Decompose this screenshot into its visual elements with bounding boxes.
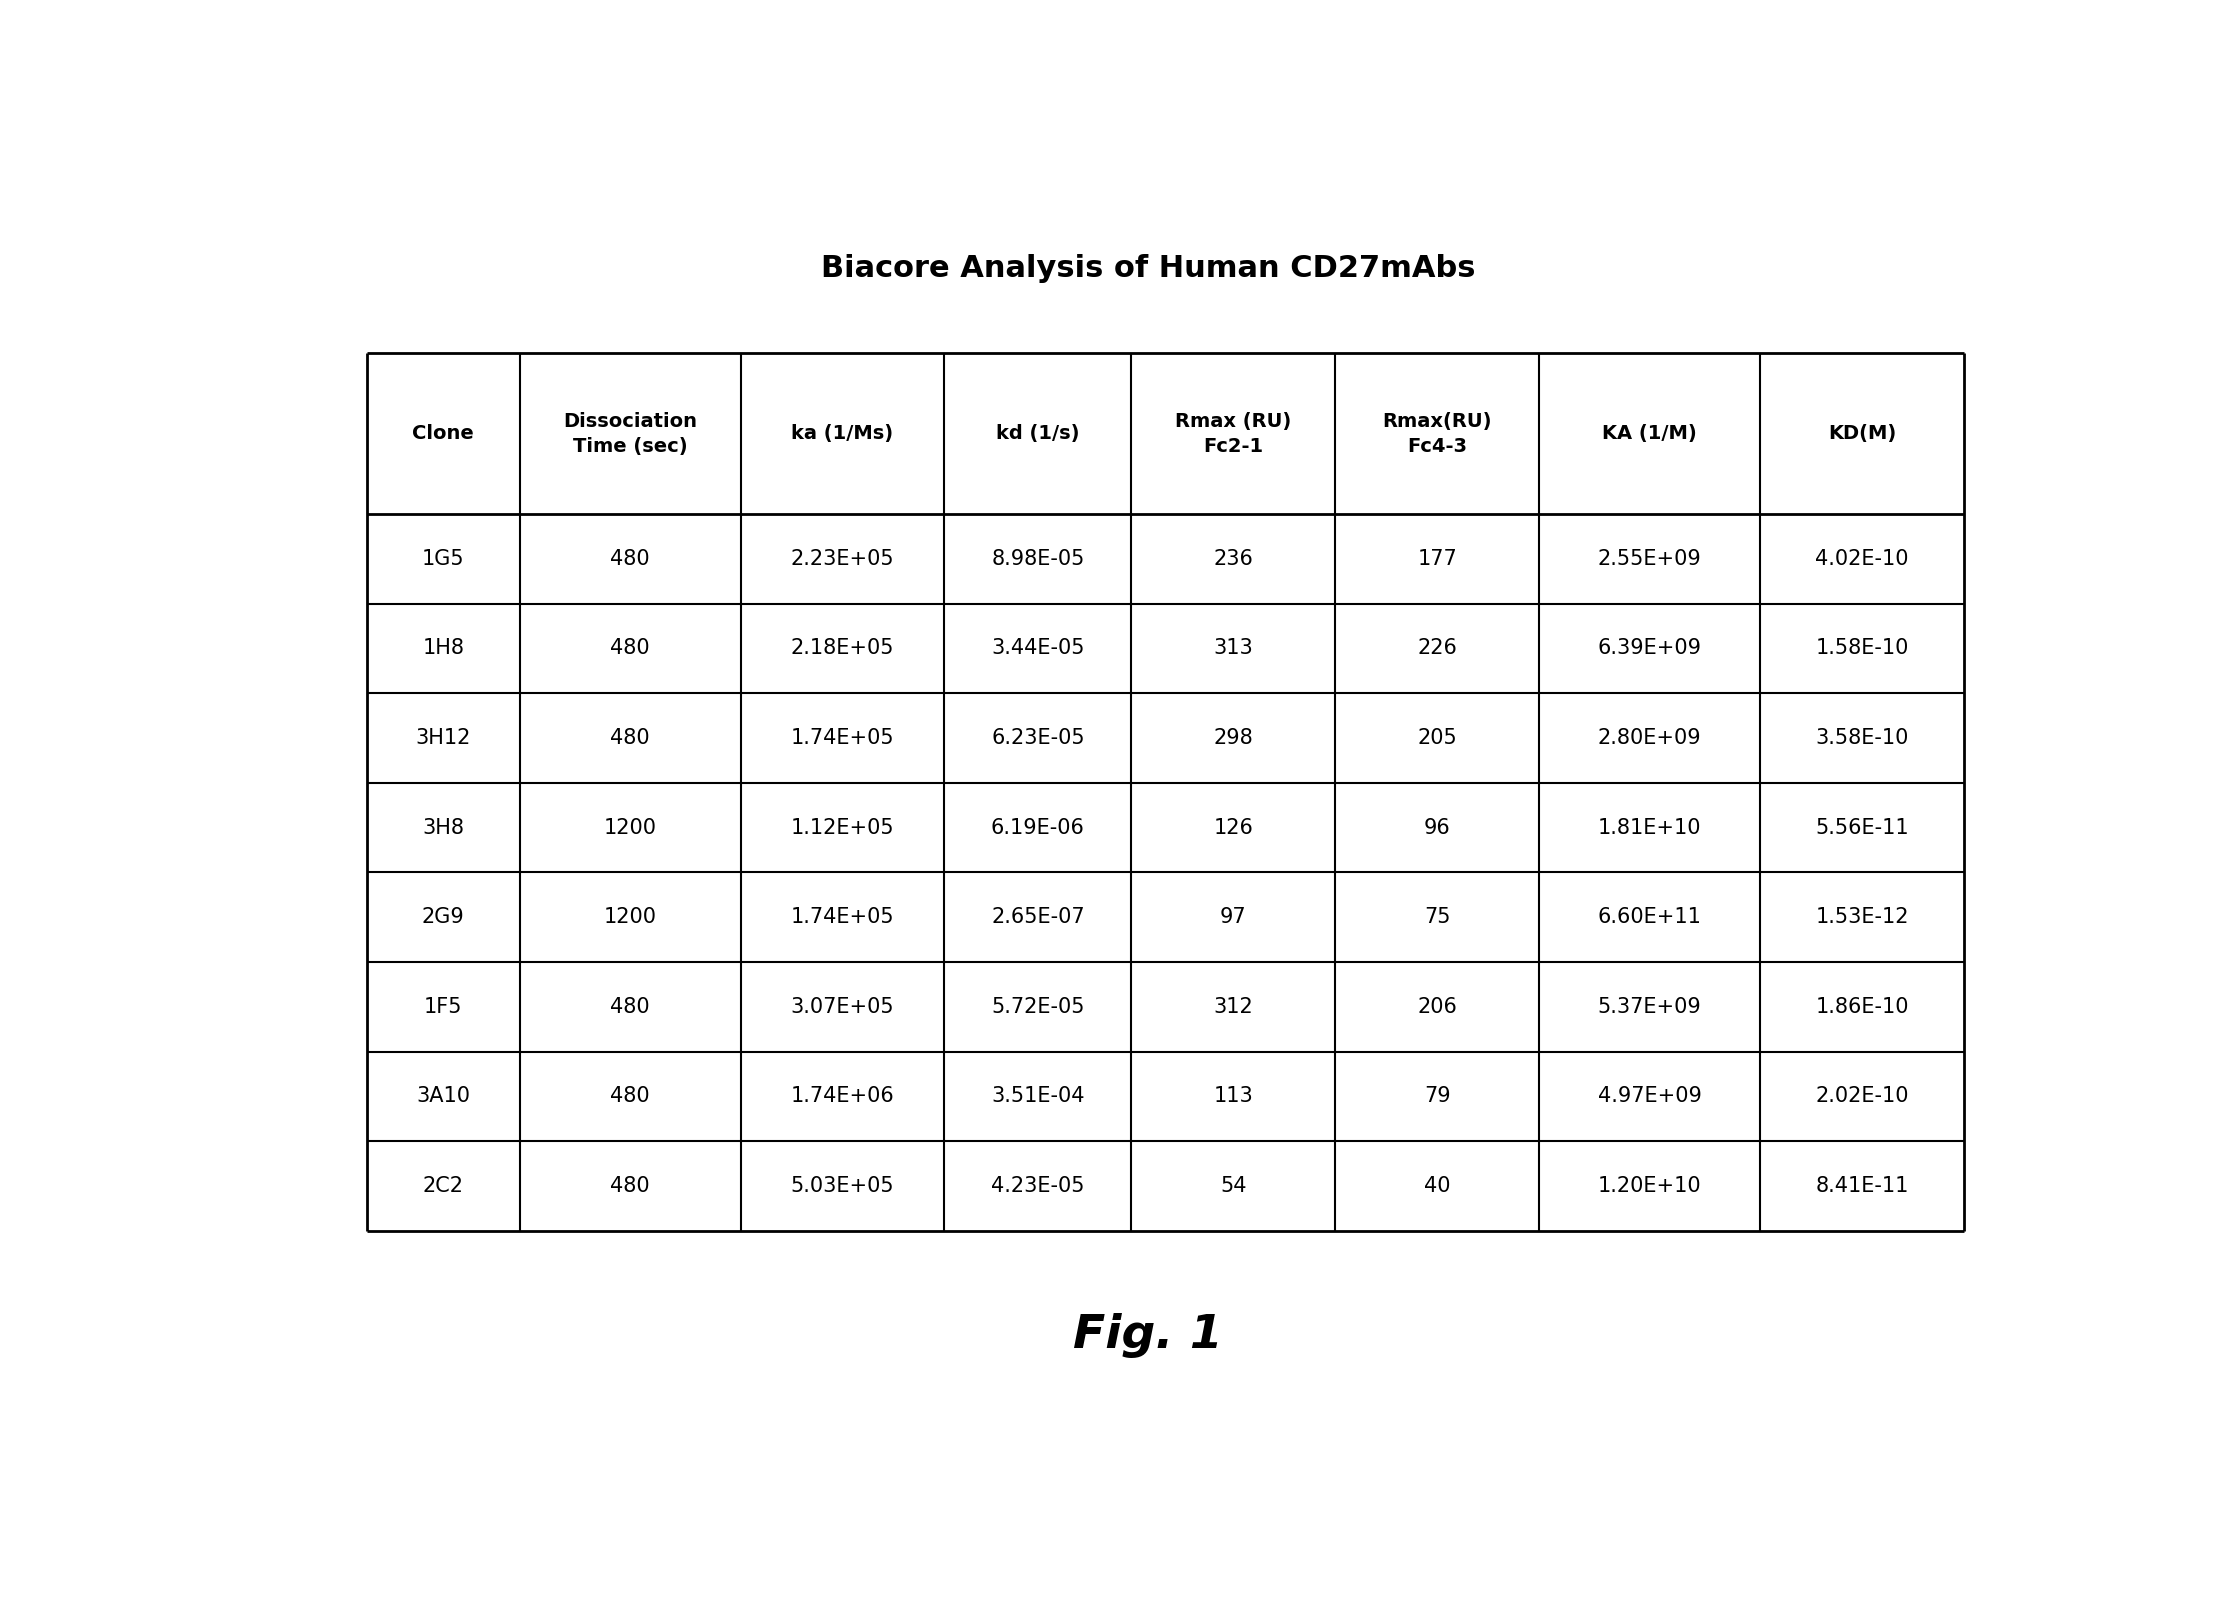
Text: Fig. 1: Fig. 1 — [1073, 1313, 1223, 1358]
Text: 8.98E-05: 8.98E-05 — [992, 549, 1084, 568]
Text: 1.58E-10: 1.58E-10 — [1814, 639, 1908, 658]
Text: 2C2: 2C2 — [423, 1176, 464, 1196]
Text: 126: 126 — [1214, 817, 1252, 838]
Text: 177: 177 — [1418, 549, 1456, 568]
Text: 5.37E+09: 5.37E+09 — [1597, 997, 1702, 1016]
Text: 312: 312 — [1214, 997, 1252, 1016]
Text: 5.03E+05: 5.03E+05 — [791, 1176, 894, 1196]
Text: 1G5: 1G5 — [421, 549, 464, 568]
Text: 2.23E+05: 2.23E+05 — [791, 549, 894, 568]
Text: 205: 205 — [1418, 729, 1456, 748]
Text: 236: 236 — [1214, 549, 1252, 568]
Text: 1200: 1200 — [603, 817, 656, 838]
Text: 1.53E-12: 1.53E-12 — [1814, 907, 1908, 928]
Text: KD(M): KD(M) — [1828, 424, 1895, 443]
Text: 313: 313 — [1214, 639, 1252, 658]
Text: 113: 113 — [1214, 1087, 1252, 1106]
Text: 3.07E+05: 3.07E+05 — [791, 997, 894, 1016]
Text: 480: 480 — [609, 1087, 650, 1106]
Text: 1.86E-10: 1.86E-10 — [1814, 997, 1908, 1016]
Text: 2.65E-07: 2.65E-07 — [990, 907, 1084, 928]
Text: kd (1/s): kd (1/s) — [997, 424, 1080, 443]
Text: 480: 480 — [609, 639, 650, 658]
Text: 480: 480 — [609, 997, 650, 1016]
Text: 3H8: 3H8 — [423, 817, 464, 838]
Text: Clone: Clone — [412, 424, 475, 443]
Text: 206: 206 — [1418, 997, 1458, 1016]
Text: 6.39E+09: 6.39E+09 — [1597, 639, 1702, 658]
Text: Biacore Analysis of Human CD27mAbs: Biacore Analysis of Human CD27mAbs — [820, 254, 1476, 284]
Text: 1F5: 1F5 — [423, 997, 461, 1016]
Text: 226: 226 — [1418, 639, 1458, 658]
Text: 2G9: 2G9 — [421, 907, 464, 928]
Text: Dissociation
Time (sec): Dissociation Time (sec) — [562, 411, 697, 456]
Text: 54: 54 — [1221, 1176, 1248, 1196]
Text: 75: 75 — [1425, 907, 1452, 928]
Text: 6.19E-06: 6.19E-06 — [990, 817, 1084, 838]
Text: 3.58E-10: 3.58E-10 — [1814, 729, 1908, 748]
Text: 2.55E+09: 2.55E+09 — [1597, 549, 1702, 568]
Text: 480: 480 — [609, 549, 650, 568]
Text: 2.80E+09: 2.80E+09 — [1597, 729, 1702, 748]
Text: 1.20E+10: 1.20E+10 — [1597, 1176, 1702, 1196]
Text: 1.12E+05: 1.12E+05 — [791, 817, 894, 838]
Text: 3H12: 3H12 — [417, 729, 470, 748]
Text: 40: 40 — [1425, 1176, 1452, 1196]
Text: 3.44E-05: 3.44E-05 — [990, 639, 1084, 658]
Text: Rmax(RU)
Fc4-3: Rmax(RU) Fc4-3 — [1382, 411, 1492, 456]
Text: 2.02E-10: 2.02E-10 — [1814, 1087, 1908, 1106]
Text: 5.72E-05: 5.72E-05 — [990, 997, 1084, 1016]
Text: 480: 480 — [609, 729, 650, 748]
Text: 4.23E-05: 4.23E-05 — [990, 1176, 1084, 1196]
Text: 4.02E-10: 4.02E-10 — [1814, 549, 1908, 568]
Text: 3A10: 3A10 — [417, 1087, 470, 1106]
Text: 1H8: 1H8 — [423, 639, 464, 658]
Text: 1.74E+05: 1.74E+05 — [791, 907, 894, 928]
Text: 480: 480 — [609, 1176, 650, 1196]
Text: 97: 97 — [1221, 907, 1248, 928]
Text: KA (1/M): KA (1/M) — [1602, 424, 1698, 443]
Text: 1.74E+06: 1.74E+06 — [791, 1087, 894, 1106]
Text: 6.60E+11: 6.60E+11 — [1597, 907, 1702, 928]
Text: 96: 96 — [1425, 817, 1452, 838]
Text: 298: 298 — [1214, 729, 1252, 748]
Text: 79: 79 — [1425, 1087, 1452, 1106]
Text: 4.97E+09: 4.97E+09 — [1597, 1087, 1702, 1106]
Text: 1.74E+05: 1.74E+05 — [791, 729, 894, 748]
Text: 2.18E+05: 2.18E+05 — [791, 639, 894, 658]
Text: Rmax (RU)
Fc2-1: Rmax (RU) Fc2-1 — [1176, 411, 1292, 456]
Text: 3.51E-04: 3.51E-04 — [990, 1087, 1084, 1106]
Text: 1.81E+10: 1.81E+10 — [1597, 817, 1702, 838]
Text: 6.23E-05: 6.23E-05 — [990, 729, 1084, 748]
Text: 8.41E-11: 8.41E-11 — [1814, 1176, 1908, 1196]
Text: 1200: 1200 — [603, 907, 656, 928]
Text: ka (1/Ms): ka (1/Ms) — [791, 424, 894, 443]
Text: 5.56E-11: 5.56E-11 — [1814, 817, 1908, 838]
